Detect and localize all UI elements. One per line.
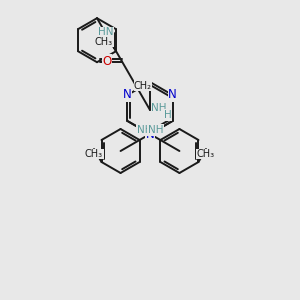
Text: N: N: [146, 128, 154, 140]
Text: O: O: [102, 55, 112, 68]
Text: H: H: [164, 110, 172, 120]
Text: N: N: [168, 88, 177, 101]
Text: NH: NH: [151, 103, 167, 113]
Text: CH₃: CH₃: [197, 149, 215, 159]
Text: NH: NH: [148, 125, 163, 135]
Text: N: N: [123, 88, 132, 101]
Text: CH₃: CH₃: [85, 149, 103, 159]
Text: CH₂: CH₂: [134, 81, 152, 91]
Text: CH₃: CH₃: [95, 37, 113, 46]
Text: NH: NH: [137, 125, 152, 135]
Text: HN: HN: [98, 27, 114, 37]
